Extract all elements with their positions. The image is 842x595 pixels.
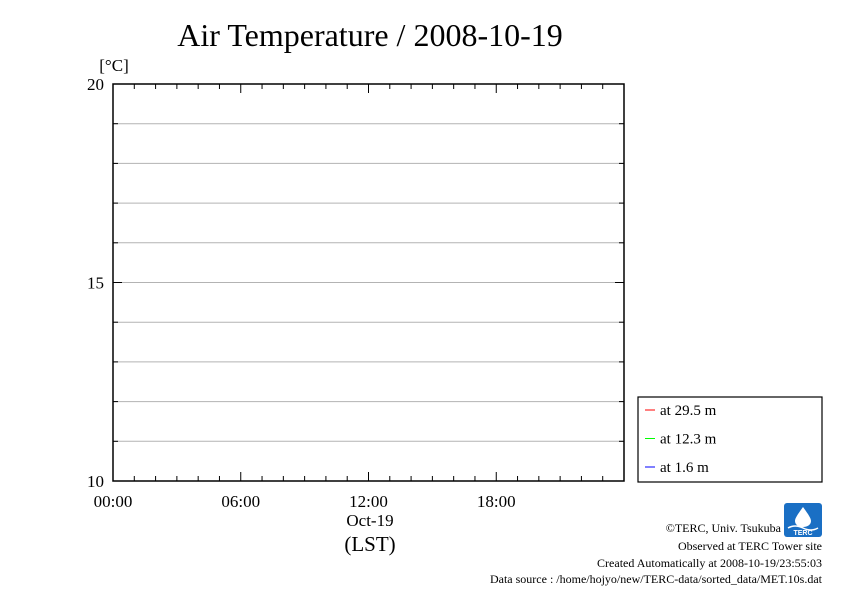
y-axis-label: [°C] xyxy=(99,56,128,75)
footer-observed: Observed at TERC Tower site xyxy=(678,539,822,553)
legend-label: at 1.6 m xyxy=(660,460,709,476)
footer-created: Created Automatically at 2008-10-19/23:5… xyxy=(597,556,822,570)
footer-copyright: ©TERC, Univ. Tsukuba xyxy=(666,521,782,535)
y-tick-label: 10 xyxy=(87,472,104,491)
legend: at 29.5 m at 12.3 m at 1.6 m xyxy=(637,396,823,483)
x-tick-label: 12:00 xyxy=(349,492,388,511)
y-tick-label: 15 xyxy=(87,274,104,293)
legend-label: at 12.3 m xyxy=(660,432,717,448)
x-tick-label: 00:00 xyxy=(94,492,133,511)
footer-source: Data source : /home/hojyo/new/TERC-data/… xyxy=(490,572,823,586)
y-axis: 10 15 20 xyxy=(87,75,624,491)
water-drop-icon xyxy=(795,507,811,527)
chart-title: Air Temperature / 2008-10-19 xyxy=(177,17,563,53)
x-tick-label: 18:00 xyxy=(477,492,516,511)
legend-box xyxy=(637,396,823,483)
gridlines xyxy=(113,123,624,442)
x-axis-label: (LST) xyxy=(344,532,395,556)
logo-text: TERC xyxy=(793,530,812,537)
terc-logo: TERC xyxy=(784,503,822,537)
x-tick-label: 06:00 xyxy=(221,492,260,511)
x-axis: 00:00 06:00 12:00 18:00 xyxy=(94,84,604,511)
legend-items: at 29.5 m at 12.3 m at 1.6 m xyxy=(645,403,717,476)
legend-label: at 29.5 m xyxy=(660,403,717,419)
wave-icon xyxy=(787,525,819,531)
x-date-label: Oct-19 xyxy=(346,511,393,530)
y-tick-label: 20 xyxy=(87,75,104,94)
